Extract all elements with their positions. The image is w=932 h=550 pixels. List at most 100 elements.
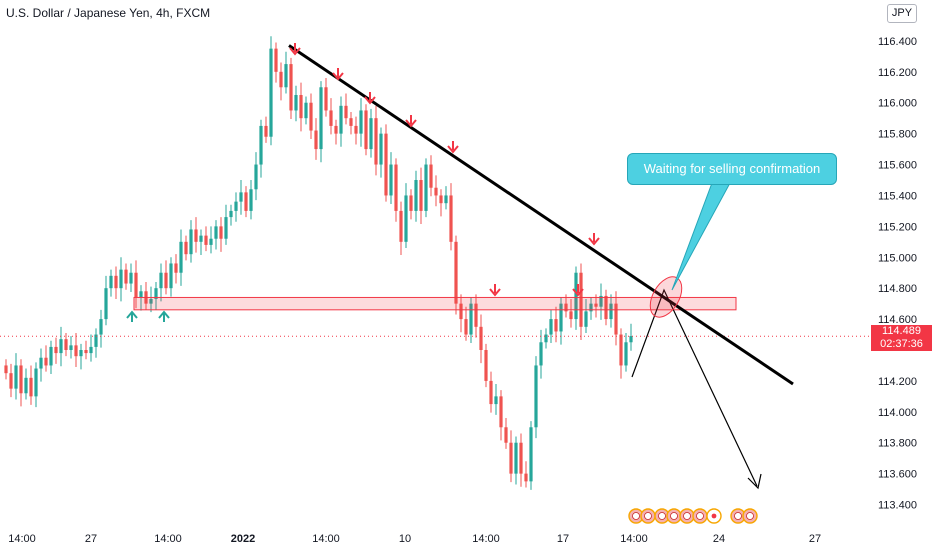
- candle-body: [484, 350, 488, 381]
- candle-body: [154, 288, 158, 299]
- candle-body: [324, 87, 328, 111]
- candle-body: [129, 272, 133, 284]
- event-icon-inner: [734, 512, 742, 520]
- candle-body: [449, 195, 453, 242]
- candle-body: [559, 303, 563, 332]
- y-tick-label: 113.600: [878, 469, 917, 481]
- y-tick-label: 114.000: [878, 407, 917, 419]
- event-icon-inner: [711, 513, 717, 519]
- candle-body: [624, 342, 628, 366]
- candle-body: [404, 195, 408, 242]
- candle-body: [594, 303, 598, 307]
- event-icon-inner: [644, 512, 652, 520]
- candle-body: [94, 334, 98, 347]
- candle-body: [304, 102, 308, 119]
- candle-body: [374, 118, 378, 165]
- candle-body: [109, 275, 113, 289]
- candle-body: [489, 380, 493, 405]
- candle-body: [334, 125, 338, 134]
- event-icon-inner: [746, 512, 754, 520]
- y-tick-label: 113.800: [878, 438, 917, 450]
- down-arrow-head: [289, 47, 301, 56]
- x-axis: 14:00 27 14:00 2022 14:00 10 14:00 17 14:00 24 27: [8, 533, 821, 545]
- candles: [4, 36, 633, 490]
- candle-body: [254, 164, 258, 190]
- candle-body: [179, 241, 183, 273]
- candle-body: [209, 238, 213, 245]
- down-arrow-head: [332, 72, 344, 81]
- candle-body: [424, 164, 428, 211]
- candle-body: [19, 365, 23, 394]
- callout-pointer: [671, 182, 731, 291]
- event-icon-inner: [670, 512, 678, 520]
- candle-body: [289, 64, 293, 111]
- candle-body: [299, 95, 303, 119]
- candle-body: [359, 110, 363, 134]
- x-tick-label: 24: [713, 533, 725, 545]
- candle-body: [369, 118, 373, 150]
- candle-body: [309, 102, 313, 131]
- candle-body: [9, 373, 13, 389]
- y-tick-label: 116.000: [878, 98, 917, 110]
- candle-body: [379, 133, 383, 165]
- candle-body: [579, 272, 583, 327]
- candle-body: [189, 229, 193, 255]
- annotation-callout: Waiting for selling confirmation: [627, 153, 837, 185]
- resistance-zone: [133, 296, 737, 311]
- candle-body: [544, 334, 548, 343]
- y-tick-label: 115.800: [878, 129, 917, 141]
- candle-body: [44, 357, 48, 366]
- candle-body: [279, 71, 283, 88]
- candle-body: [464, 319, 468, 335]
- down-arrow-head: [588, 237, 600, 246]
- down-arrow-head: [572, 288, 584, 297]
- candle-body: [234, 201, 238, 211]
- candle-body: [604, 295, 608, 320]
- last-price-tag: 114.489 02:37:36: [871, 325, 932, 351]
- candle-body: [434, 187, 438, 196]
- candle-body: [69, 345, 73, 350]
- x-tick-label: 14:00: [8, 533, 36, 545]
- candle-body: [354, 125, 358, 134]
- candle-body: [294, 95, 298, 111]
- candle-body: [114, 275, 118, 289]
- y-tick-label: 116.400: [878, 36, 917, 48]
- candle-body: [414, 180, 418, 211]
- candle-body: [14, 365, 18, 389]
- x-tick-label: 2022: [231, 533, 255, 545]
- candle-body: [349, 118, 353, 126]
- y-tick-label: 115.600: [878, 160, 917, 172]
- candle-body: [469, 303, 473, 335]
- candle-body: [629, 336, 633, 343]
- candle-body: [194, 229, 198, 242]
- event-icon-inner: [683, 512, 691, 520]
- candle-body: [509, 442, 513, 474]
- candle-body: [199, 235, 203, 242]
- currency-badge[interactable]: JPY: [887, 4, 917, 23]
- candle-body: [384, 133, 388, 196]
- candle-body: [214, 226, 218, 239]
- overlay: [0, 43, 871, 524]
- candle-body: [149, 299, 153, 304]
- y-axis: 116.400 116.200 116.000 115.800 115.600 115.4…: [878, 36, 917, 512]
- event-icon-inner: [696, 512, 704, 520]
- candle-body: [119, 269, 123, 289]
- candle-body: [499, 396, 503, 428]
- candle-body: [529, 427, 533, 482]
- candle-body: [479, 326, 483, 350]
- candle-body: [49, 346, 53, 366]
- candle-body: [224, 217, 228, 239]
- candle-body: [554, 319, 558, 332]
- x-tick-label: 10: [399, 533, 411, 545]
- trendline: [288, 44, 794, 386]
- candle-body: [389, 164, 393, 196]
- candle-body: [569, 311, 573, 320]
- candle-body: [614, 303, 618, 335]
- candle-body: [59, 339, 63, 354]
- candle-body: [519, 442, 523, 474]
- candle-body: [89, 346, 93, 354]
- down-arrow-head: [489, 288, 501, 297]
- candle-body: [419, 180, 423, 211]
- candle-body: [429, 164, 433, 188]
